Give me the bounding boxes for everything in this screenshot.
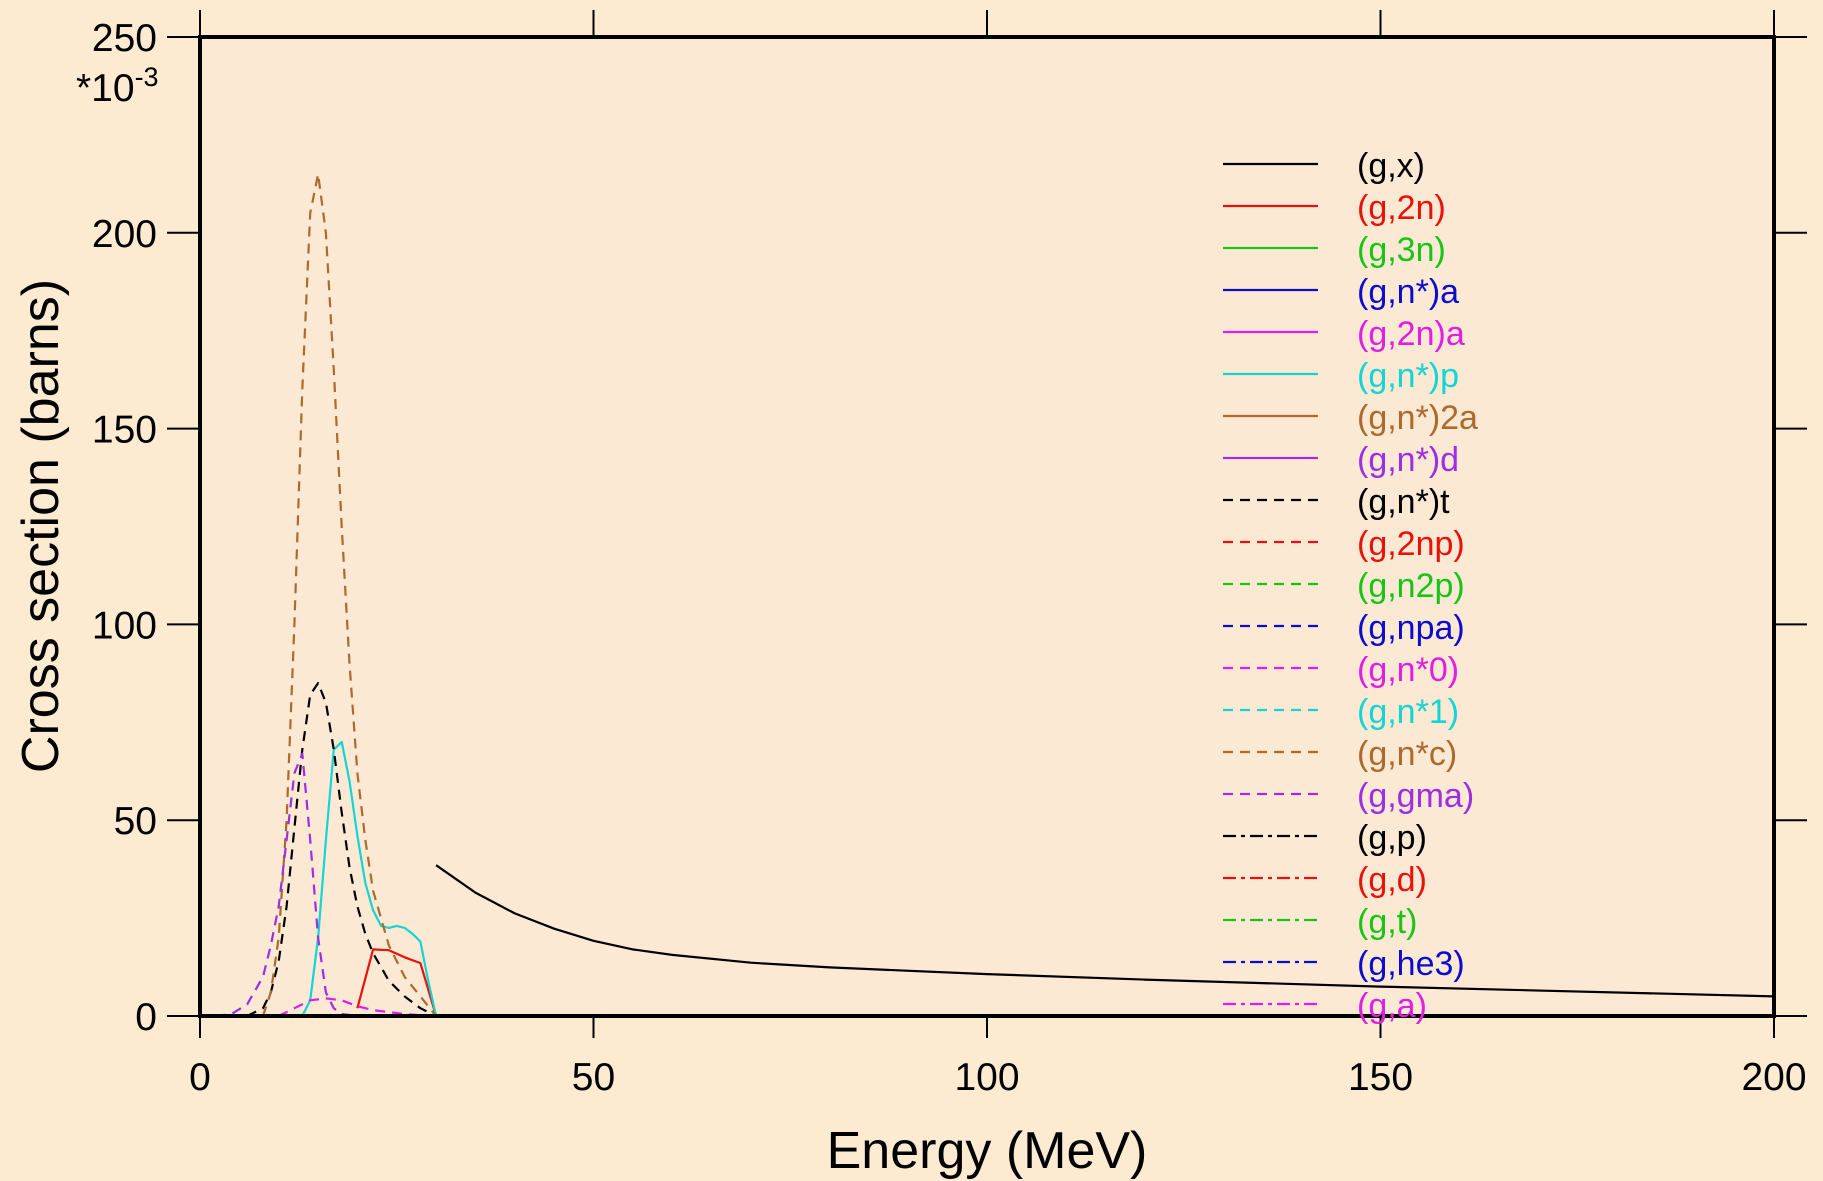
legend-label: (g,npa) [1357,609,1465,647]
y-tick-label: 0 [135,996,157,1039]
x-tick-label: 100 [954,1056,1019,1099]
y-axis-label: Cross section (barns) [12,279,70,773]
legend-label: (g,x) [1357,147,1425,185]
y-tick-label: 50 [114,800,157,843]
legend-label: (g,3n) [1357,231,1446,269]
legend-label: (g,d) [1357,861,1427,899]
series-line-0 [435,864,1775,998]
x-tick-label: 150 [1348,1056,1413,1099]
y-tick-label: 150 [92,409,157,452]
y-tick-label: 200 [92,213,157,256]
legend-label: (g,t) [1357,903,1417,941]
legend-label: (g,n*1) [1357,693,1459,731]
x-tick-label: 50 [572,1056,615,1099]
series-line-15 [215,752,358,1018]
series-line-1 [356,948,438,1017]
legend-label: (g,n*)a [1357,273,1459,311]
legend-label: (g,a) [1357,987,1427,1025]
y-tick-label: 250 [92,17,157,60]
legend-label: (g,n*)2a [1357,399,1478,437]
legend-label: (g,gma) [1357,777,1474,815]
x-axis-label: Energy (MeV) [827,1122,1148,1180]
series-line-5 [301,740,438,1017]
legend-label: (g,2n) [1357,189,1446,227]
legend-label: (g,he3) [1357,945,1465,983]
x-tick-label: 0 [189,1056,211,1099]
legend-label: (g,n*)t [1357,483,1450,521]
legend-label: (g,p) [1357,819,1427,857]
series-line-14 [261,173,437,1017]
legend-label: (g,n*c) [1357,735,1457,773]
y-tick-label: 100 [92,604,157,647]
legend-label: (g,n2p) [1357,567,1465,605]
legend-label: (g,n*)d [1357,441,1459,479]
legend-label: (g,n*)p [1357,357,1459,395]
series-line-8 [246,681,437,1017]
legend-label: (g,n*0) [1357,651,1459,689]
y-axis-multiplier: *10-3 [76,62,159,110]
axis-layer: 0 50 100 150 200 0 50 100 150 200 250 [92,10,1807,1099]
x-tick-label: 200 [1741,1056,1806,1099]
legend-label: (g,2np) [1357,525,1465,563]
legend: (g,x) (g,2n) (g,3n) (g,n*)a (g,2n)a (g,n*)p (g… [1223,147,1478,1025]
legend-label: (g,2n)a [1357,315,1465,353]
plot-area [200,37,1774,1016]
